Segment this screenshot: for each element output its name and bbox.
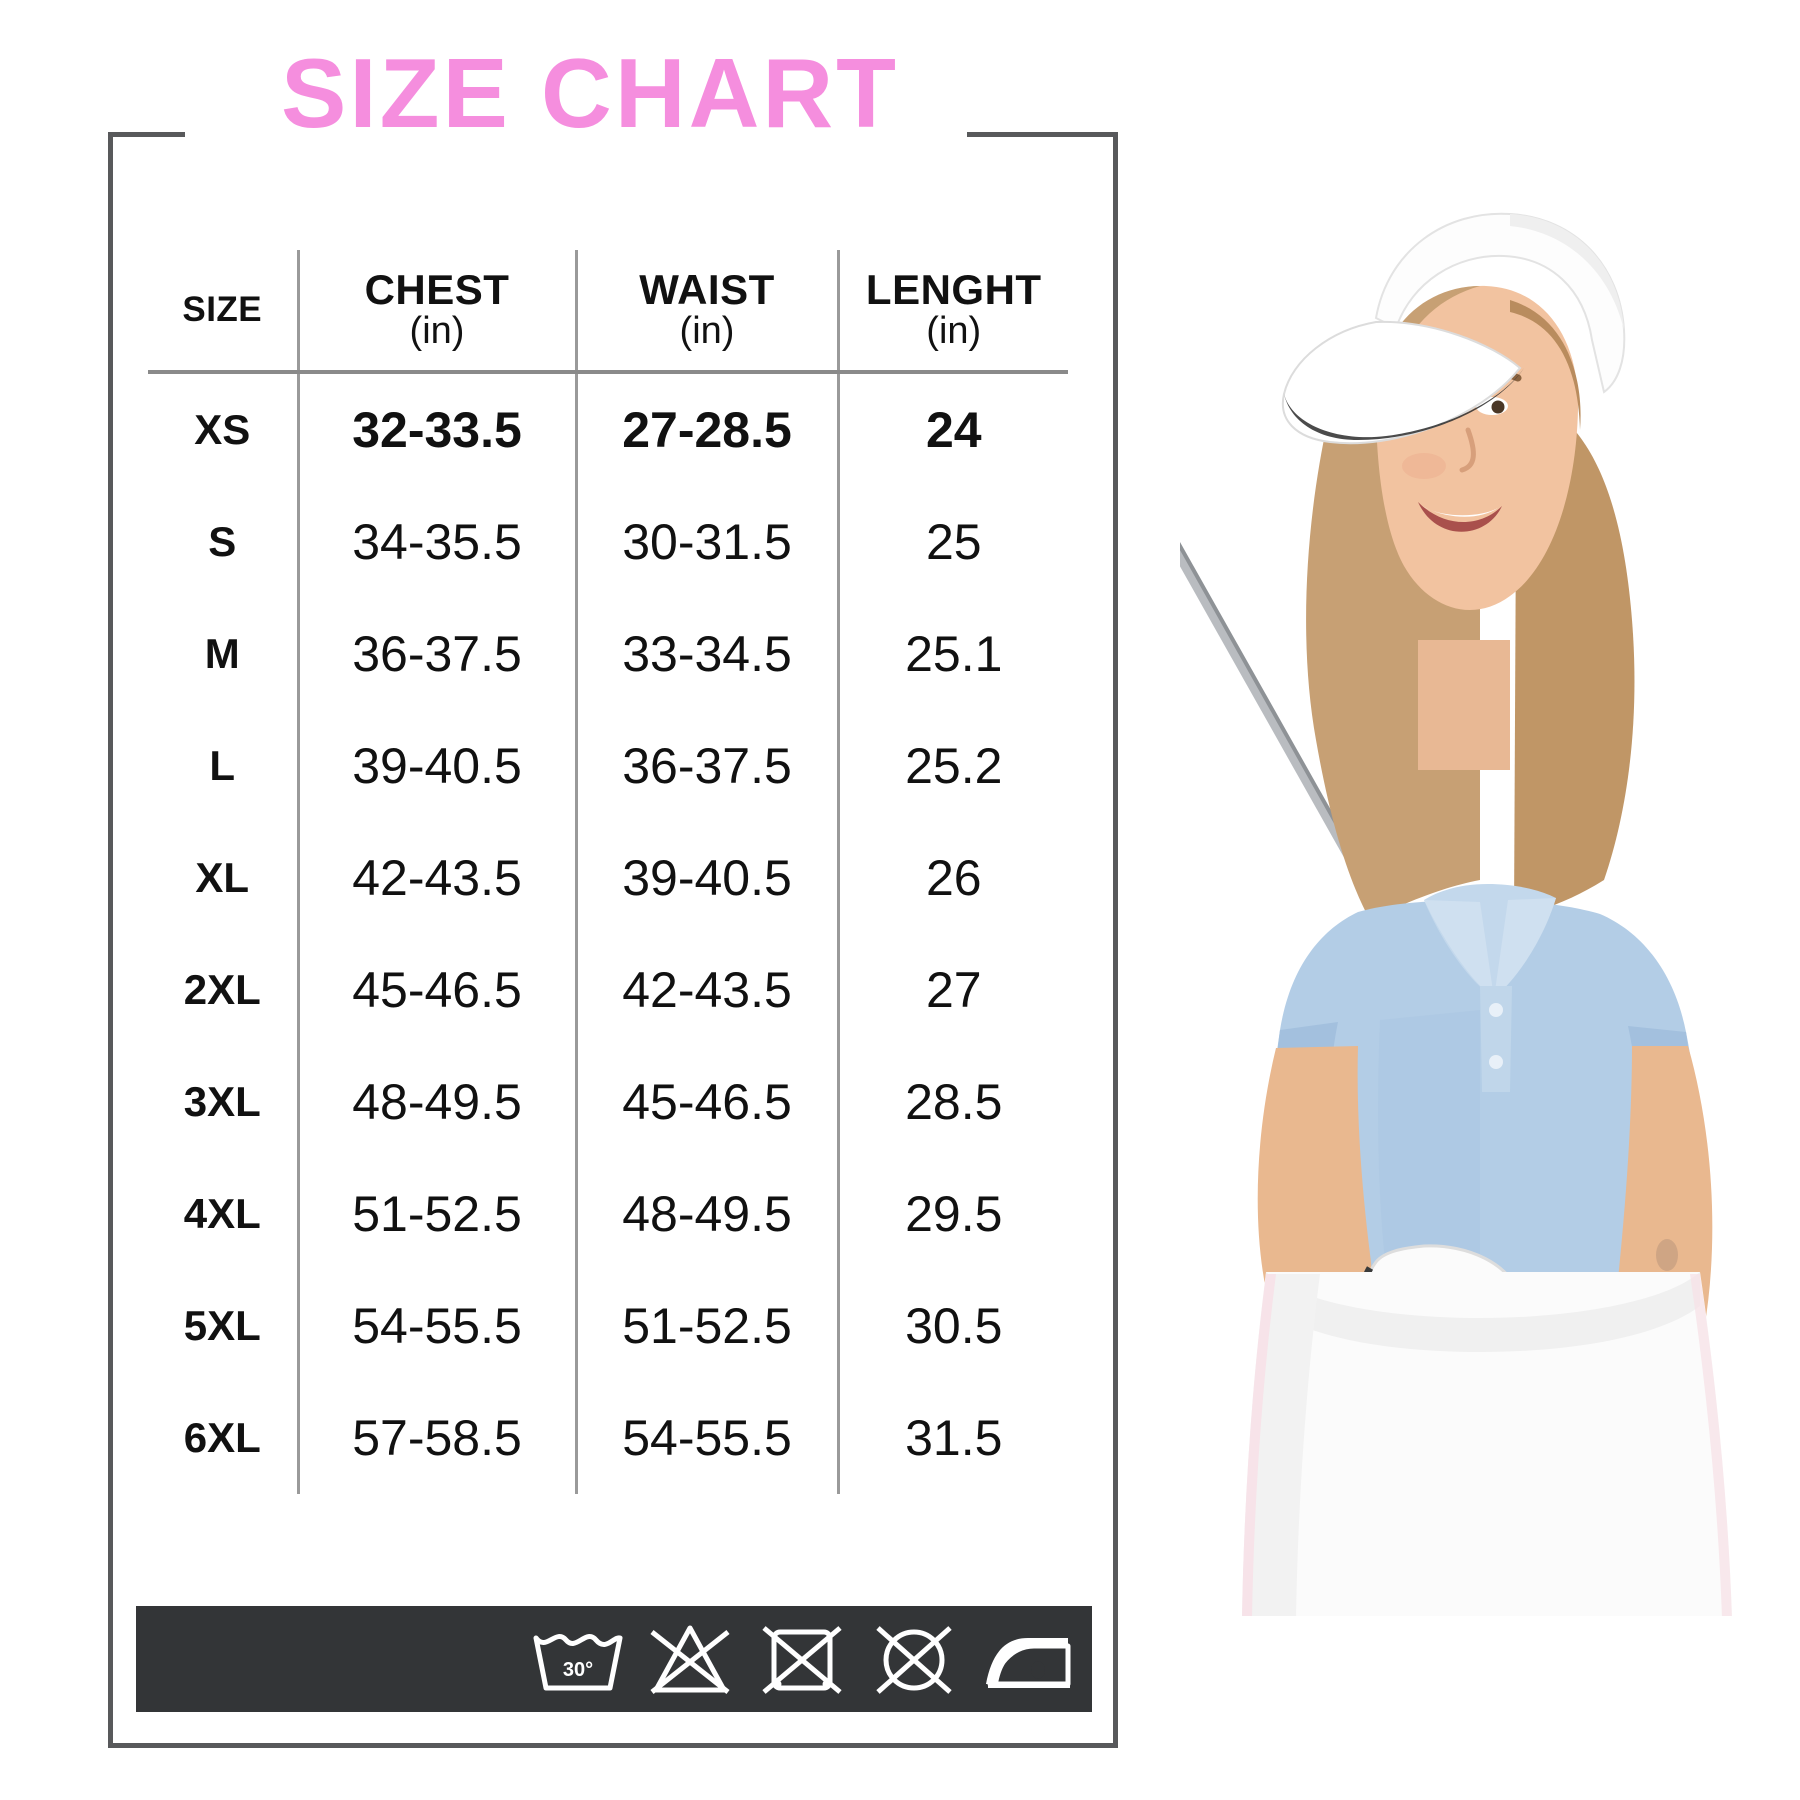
size-chart-panel: SIZE CHART SIZE CHEST (in) WAIST (in) LE… [108, 38, 1118, 1748]
cell-length: 25 [836, 486, 1068, 598]
cell-chest: 32-33.5 [296, 372, 576, 486]
column-header-length-label: LENGHT [865, 266, 1042, 313]
cell-size: XL [195, 854, 250, 901]
column-header-waist: WAIST (in) [574, 250, 838, 374]
cell-size: 2XL [183, 966, 261, 1013]
cell-size: 6XL [183, 1414, 261, 1461]
cell-chest: 34-35.5 [296, 486, 576, 598]
table-row: 3XL 48-49.5 45-46.5 28.5 [148, 1046, 1068, 1158]
cell-chest: 45-46.5 [296, 934, 576, 1046]
cell-chest: 36-37.5 [296, 598, 576, 710]
column-header-size: SIZE [148, 250, 298, 374]
table-row: M 36-37.5 33-34.5 25.1 [148, 598, 1068, 710]
column-header-length-unit: (in) [926, 310, 982, 353]
column-header-waist-label: WAIST [639, 266, 775, 313]
svg-text:30°: 30° [563, 1659, 593, 1681]
column-header-chest: CHEST (in) [296, 250, 576, 374]
cell-length: 27 [836, 934, 1068, 1046]
table-row: 5XL 54-55.5 51-52.5 30.5 [148, 1270, 1068, 1382]
column-header-waist-unit: (in) [679, 310, 735, 353]
cell-chest: 42-43.5 [296, 822, 576, 934]
wash-30-icon: 30° [522, 1620, 634, 1698]
care-instructions-bar: 30° [136, 1606, 1092, 1712]
cell-length: 26 [836, 822, 1068, 934]
cell-size: M [204, 630, 240, 677]
cell-length: 30.5 [836, 1270, 1068, 1382]
golfer-photo [1180, 0, 1800, 1800]
page-title: SIZE CHART [281, 38, 899, 148]
cell-waist: 39-40.5 [574, 822, 838, 934]
table-row: L 39-40.5 36-37.5 25.2 [148, 710, 1068, 822]
cell-waist: 51-52.5 [574, 1270, 838, 1382]
size-chart-table: SIZE CHEST (in) WAIST (in) LENGHT (in) X… [148, 250, 1068, 1494]
cell-size: S [208, 518, 237, 565]
cell-chest: 48-49.5 [296, 1046, 576, 1158]
cell-waist: 45-46.5 [574, 1046, 838, 1158]
cell-length: 29.5 [836, 1158, 1068, 1270]
cell-length: 31.5 [836, 1382, 1068, 1494]
cell-length: 28.5 [836, 1046, 1068, 1158]
frame-title-gap [185, 118, 967, 150]
cell-waist: 54-55.5 [574, 1382, 838, 1494]
column-header-length: LENGHT (in) [836, 250, 1068, 374]
table-header-row: SIZE CHEST (in) WAIST (in) LENGHT (in) [148, 250, 1068, 374]
cell-size: L [209, 742, 236, 789]
table-header: SIZE CHEST (in) WAIST (in) LENGHT (in) [148, 250, 1068, 374]
table-row: S 34-35.5 30-31.5 25 [148, 486, 1068, 598]
column-header-chest-label: CHEST [364, 266, 510, 313]
cell-waist: 30-31.5 [574, 486, 838, 598]
product-photo-panel [1180, 0, 1800, 1800]
cell-size: XS [194, 406, 251, 453]
table-row: XS 32-33.5 27-28.5 24 [148, 372, 1068, 486]
cell-waist: 48-49.5 [574, 1158, 838, 1270]
table-row: XL 42-43.5 39-40.5 26 [148, 822, 1068, 934]
column-header-chest-unit: (in) [409, 310, 465, 353]
cell-waist: 33-34.5 [574, 598, 838, 710]
cell-waist: 27-28.5 [574, 372, 838, 486]
cell-waist: 36-37.5 [574, 710, 838, 822]
skirt [1242, 1272, 1732, 1618]
cell-chest: 51-52.5 [296, 1158, 576, 1270]
cell-waist: 42-43.5 [574, 934, 838, 1046]
cell-length: 25.1 [836, 598, 1068, 710]
cell-chest: 39-40.5 [296, 710, 576, 822]
cell-size: 3XL [183, 1078, 261, 1125]
cell-length: 25.2 [836, 710, 1068, 822]
cell-length: 24 [836, 372, 1068, 486]
cell-size: 4XL [183, 1190, 261, 1237]
column-header-size-label: SIZE [182, 289, 263, 329]
do-not-tumble-dry-icon [746, 1620, 858, 1698]
do-not-dry-clean-icon [858, 1620, 970, 1698]
do-not-bleach-icon [634, 1620, 746, 1698]
iron-low-icon [970, 1620, 1082, 1698]
table-body: XS 32-33.5 27-28.5 24 S 34-35.5 30-31.5 … [148, 372, 1068, 1494]
visor-icon [1281, 212, 1626, 445]
cell-size: 5XL [183, 1302, 261, 1349]
table-row: 4XL 51-52.5 48-49.5 29.5 [148, 1158, 1068, 1270]
table-row: 2XL 45-46.5 42-43.5 27 [148, 934, 1068, 1046]
cell-chest: 54-55.5 [296, 1270, 576, 1382]
table-row: 6XL 57-58.5 54-55.5 31.5 [148, 1382, 1068, 1494]
cell-chest: 57-58.5 [296, 1382, 576, 1494]
